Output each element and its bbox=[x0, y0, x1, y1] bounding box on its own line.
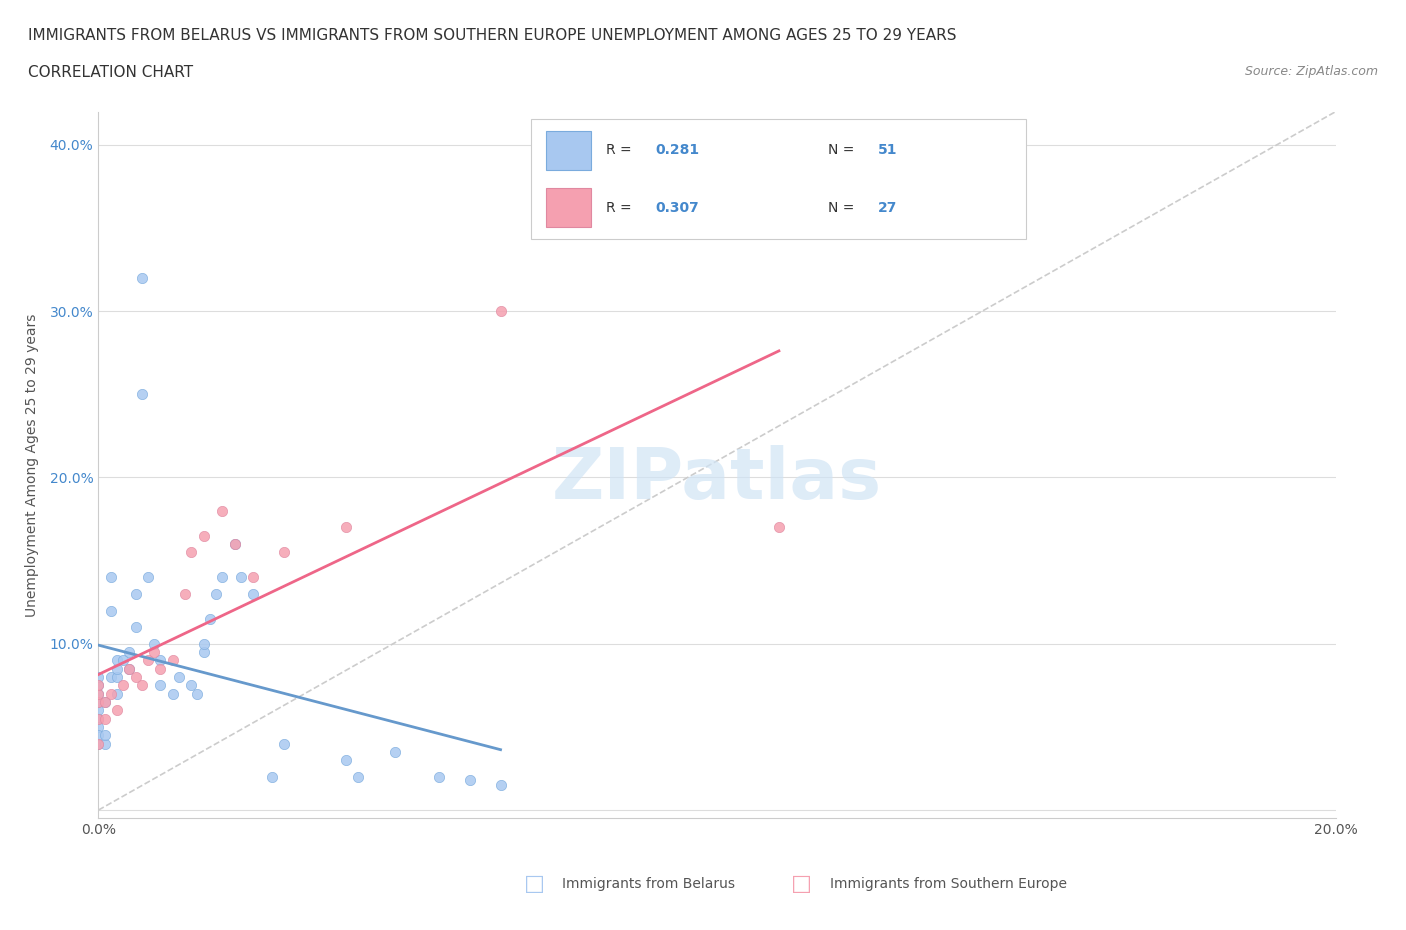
Point bbox=[87, 686, 110, 701]
Point bbox=[143, 636, 166, 651]
Text: □: □ bbox=[792, 873, 811, 894]
Point bbox=[180, 545, 202, 560]
Point bbox=[87, 737, 110, 751]
Point bbox=[458, 773, 481, 788]
Point bbox=[193, 636, 215, 651]
Point bbox=[162, 653, 184, 668]
Point bbox=[112, 653, 135, 668]
Point bbox=[100, 603, 122, 618]
Point bbox=[162, 686, 184, 701]
Point bbox=[105, 686, 128, 701]
Point bbox=[143, 644, 166, 659]
Point bbox=[105, 661, 128, 676]
Text: □: □ bbox=[524, 873, 544, 894]
Point bbox=[193, 644, 215, 659]
Point bbox=[149, 653, 172, 668]
Point bbox=[489, 304, 512, 319]
Point bbox=[205, 587, 228, 602]
Text: ZIPatlas: ZIPatlas bbox=[553, 445, 882, 513]
Point bbox=[87, 720, 110, 735]
Point bbox=[93, 737, 115, 751]
Point bbox=[149, 678, 172, 693]
Point bbox=[224, 537, 246, 551]
Point bbox=[211, 570, 233, 585]
Text: IMMIGRANTS FROM BELARUS VS IMMIGRANTS FROM SOUTHERN EUROPE UNEMPLOYMENT AMONG AG: IMMIGRANTS FROM BELARUS VS IMMIGRANTS FR… bbox=[28, 28, 956, 43]
Point bbox=[87, 670, 110, 684]
Y-axis label: Unemployment Among Ages 25 to 29 years: Unemployment Among Ages 25 to 29 years bbox=[24, 313, 38, 617]
Point bbox=[87, 703, 110, 718]
Point bbox=[87, 711, 110, 726]
Point bbox=[93, 695, 115, 710]
Point bbox=[112, 678, 135, 693]
Point bbox=[124, 587, 146, 602]
Point bbox=[93, 728, 115, 743]
Point bbox=[193, 528, 215, 543]
Point bbox=[124, 670, 146, 684]
Point bbox=[105, 703, 128, 718]
Point bbox=[229, 570, 252, 585]
Point bbox=[87, 711, 110, 726]
Text: Immigrants from Belarus: Immigrants from Belarus bbox=[562, 876, 735, 891]
Point bbox=[167, 670, 190, 684]
Point bbox=[768, 520, 790, 535]
Point bbox=[87, 695, 110, 710]
Text: Immigrants from Southern Europe: Immigrants from Southern Europe bbox=[830, 876, 1067, 891]
Point bbox=[384, 744, 406, 759]
Point bbox=[87, 728, 110, 743]
Point bbox=[335, 520, 357, 535]
Point bbox=[131, 271, 153, 286]
Point bbox=[489, 777, 512, 792]
Point bbox=[87, 686, 110, 701]
Point bbox=[427, 769, 450, 784]
Point bbox=[131, 678, 153, 693]
Point bbox=[131, 387, 153, 402]
Point bbox=[273, 737, 295, 751]
Point bbox=[335, 752, 357, 767]
Point bbox=[198, 611, 221, 626]
Point bbox=[260, 769, 283, 784]
Point bbox=[100, 686, 122, 701]
Point bbox=[118, 661, 141, 676]
Point bbox=[118, 661, 141, 676]
Text: CORRELATION CHART: CORRELATION CHART bbox=[28, 65, 193, 80]
Point bbox=[224, 537, 246, 551]
Point bbox=[242, 570, 264, 585]
Point bbox=[100, 570, 122, 585]
Point bbox=[87, 678, 110, 693]
Point bbox=[347, 769, 370, 784]
Point bbox=[100, 670, 122, 684]
Text: Source: ZipAtlas.com: Source: ZipAtlas.com bbox=[1244, 65, 1378, 78]
Point bbox=[242, 587, 264, 602]
Point bbox=[87, 711, 110, 726]
Point bbox=[211, 503, 233, 518]
Point bbox=[149, 661, 172, 676]
Point bbox=[124, 619, 146, 634]
Point bbox=[93, 711, 115, 726]
Point bbox=[93, 695, 115, 710]
Point bbox=[87, 737, 110, 751]
Point bbox=[105, 670, 128, 684]
Point bbox=[136, 653, 159, 668]
Point bbox=[174, 587, 197, 602]
Point bbox=[105, 653, 128, 668]
Point bbox=[273, 545, 295, 560]
Point bbox=[87, 678, 110, 693]
Point bbox=[180, 678, 202, 693]
Point bbox=[136, 570, 159, 585]
Point bbox=[118, 644, 141, 659]
Point bbox=[87, 695, 110, 710]
Point bbox=[186, 686, 208, 701]
